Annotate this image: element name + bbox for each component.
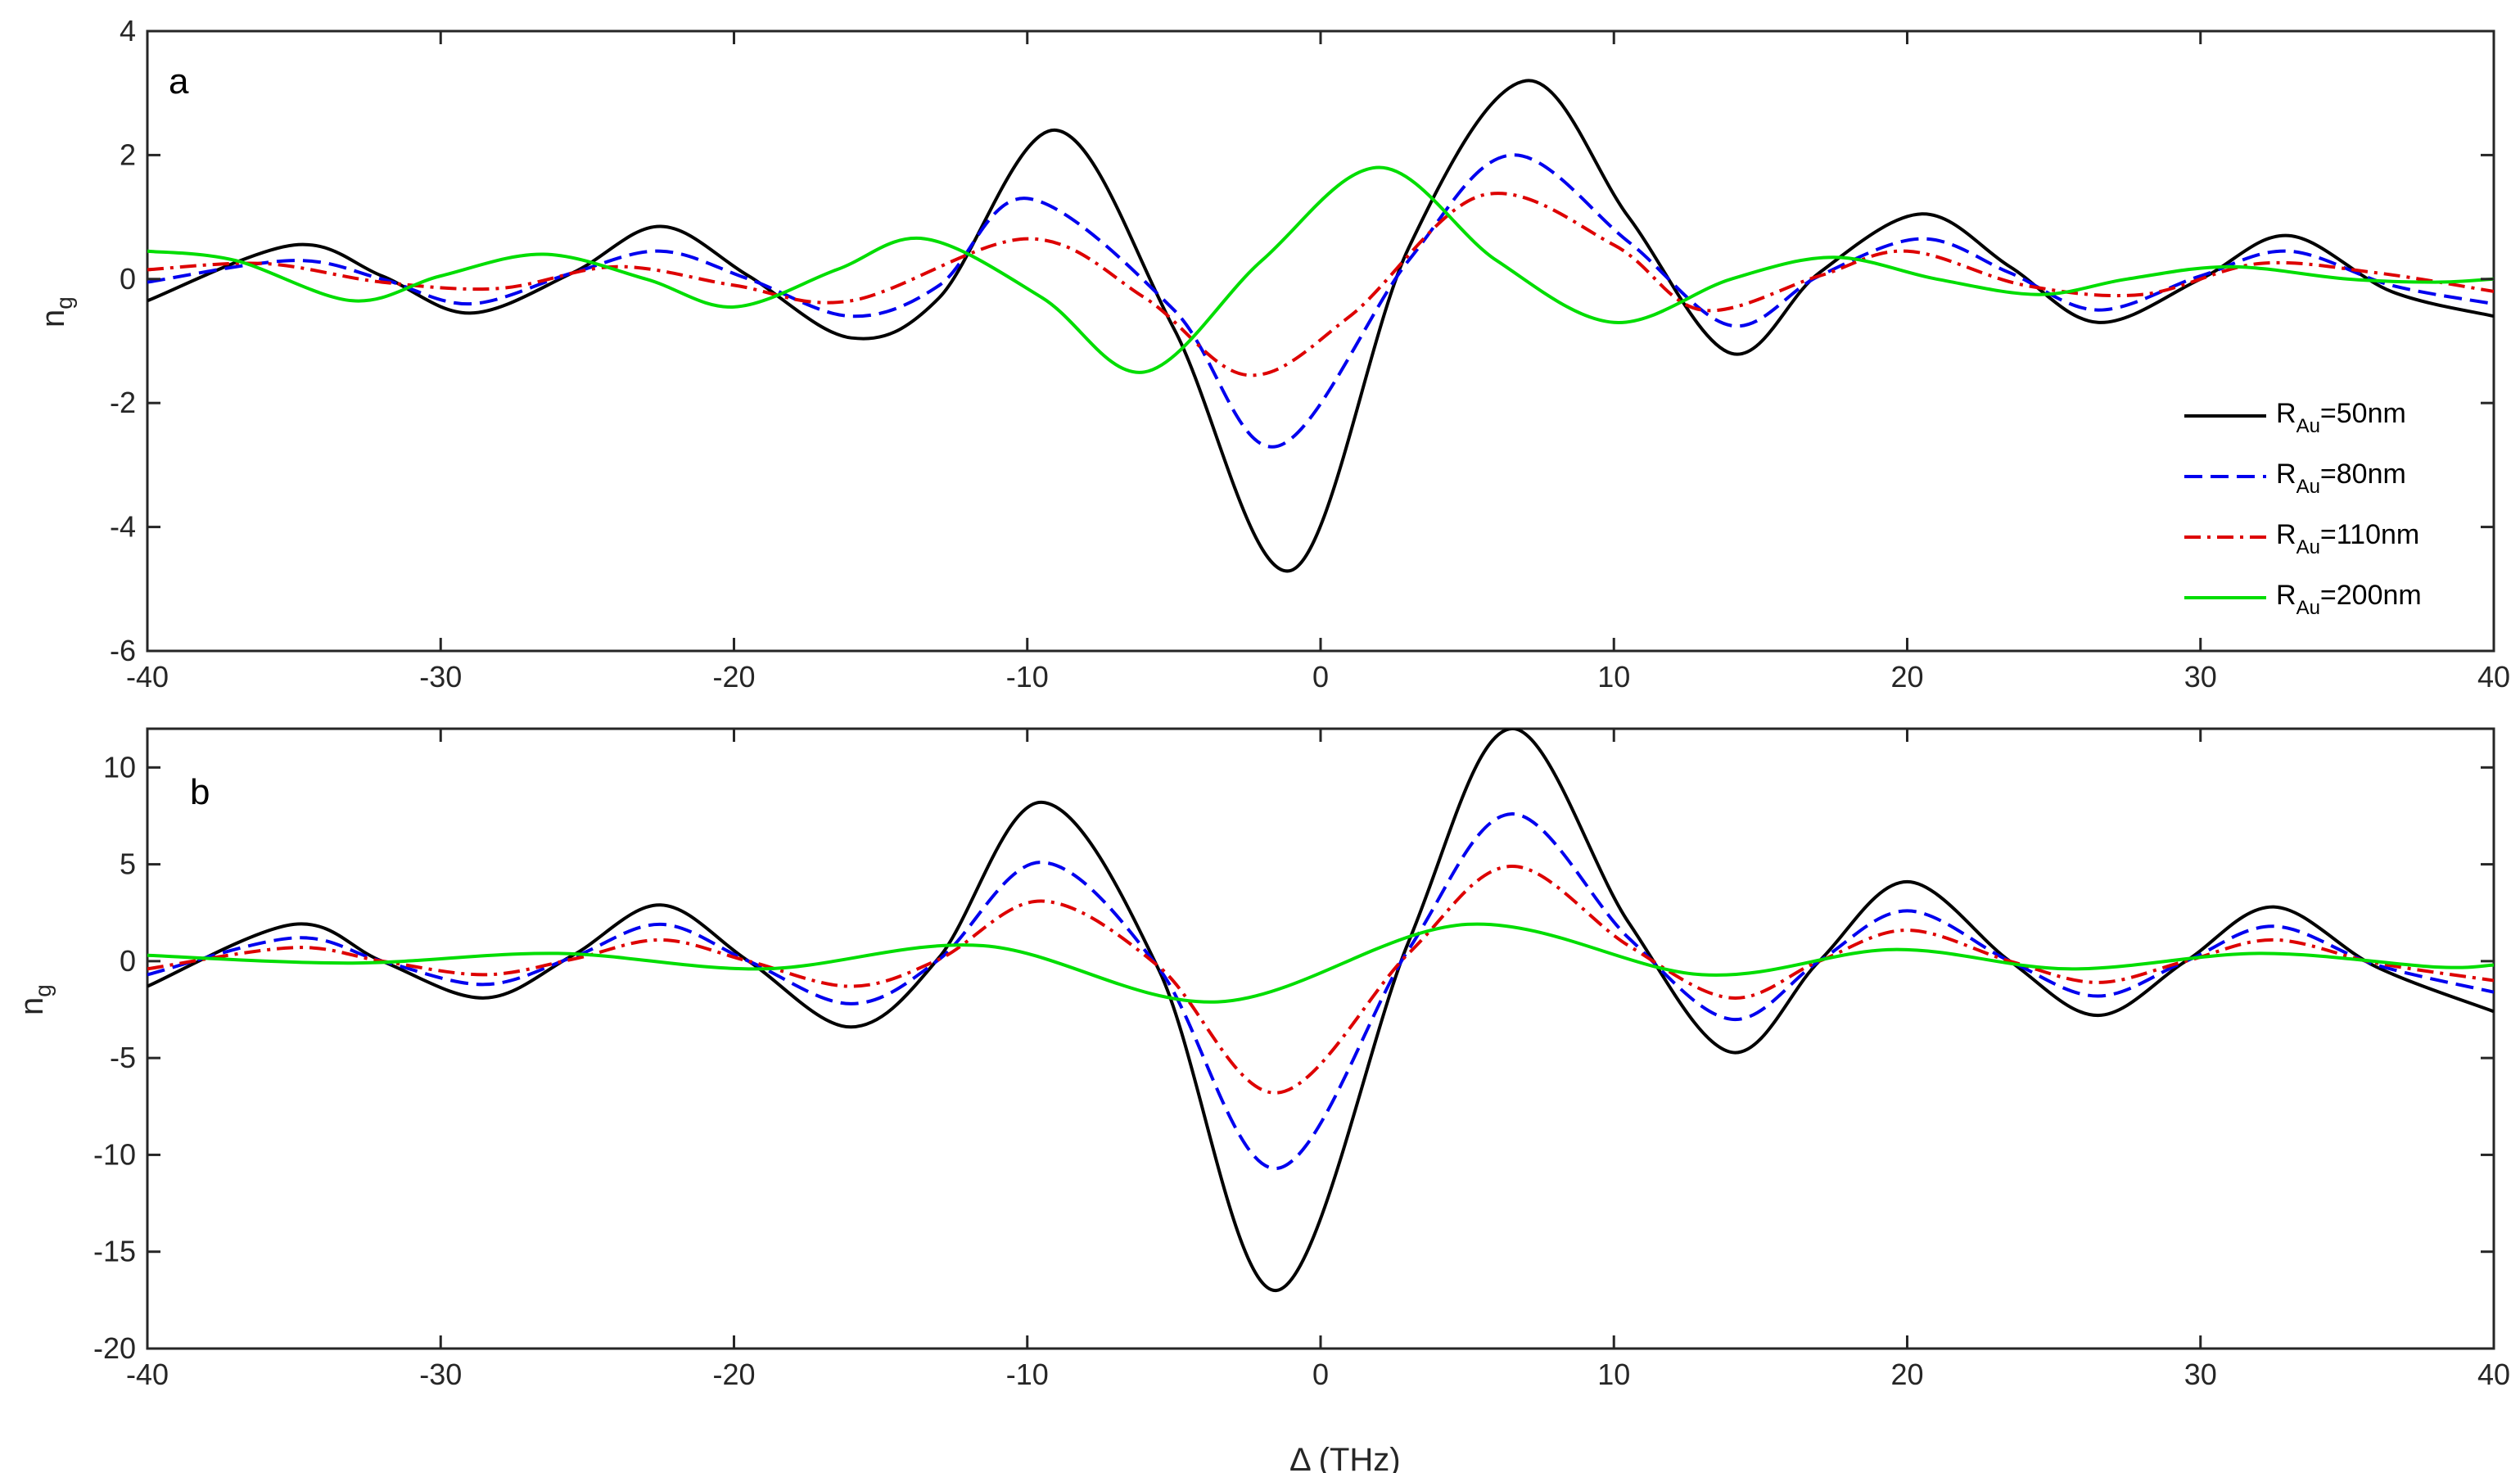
y-tick-label: 2 bbox=[120, 138, 136, 171]
panel-b-letter: b bbox=[190, 772, 210, 812]
x-tick-label: 40 bbox=[2477, 660, 2510, 694]
x-tick-label: 0 bbox=[1312, 660, 1329, 694]
x-tick-label: -40 bbox=[126, 660, 169, 694]
plot-frame bbox=[146, 727, 2495, 1350]
panel-b-ylabel: ng bbox=[14, 984, 56, 1015]
x-tick-label: 10 bbox=[1597, 660, 1630, 694]
legend-label-3: RAu=110nm bbox=[2276, 519, 2419, 558]
y-tick-label: 0 bbox=[120, 944, 136, 978]
panel-b-frame bbox=[146, 727, 2495, 1350]
x-tick-label: 0 bbox=[1312, 1358, 1329, 1391]
series-line-1 bbox=[147, 729, 2494, 1293]
panel-b-ticks: -40 -30 -20 -10 0 10 20 30 40 -20 -15 -10 -5 0 5 10 bbox=[93, 729, 2510, 1391]
x-tick-label: -20 bbox=[712, 660, 755, 694]
x-tick-label: -20 bbox=[712, 1358, 755, 1391]
y-tick-label: 0 bbox=[120, 262, 136, 296]
y-tick-label: 10 bbox=[103, 750, 136, 784]
series-line-3 bbox=[147, 192, 2494, 377]
x-tick-label: -40 bbox=[126, 1358, 169, 1391]
legend: RAu=50nm RAu=80nm RAu=110nm RAu=200nm bbox=[2184, 398, 2422, 619]
y-tick-label: -15 bbox=[93, 1235, 136, 1268]
x-tick-label: 20 bbox=[1890, 1358, 1923, 1391]
y-tick-label: -10 bbox=[93, 1137, 136, 1171]
x-tick-label: 30 bbox=[2184, 1358, 2217, 1391]
legend-label-2: RAu=80nm bbox=[2276, 459, 2406, 498]
y-tick-label: -20 bbox=[93, 1331, 136, 1365]
y-tick-label: 4 bbox=[120, 14, 136, 47]
y-tick-label: -4 bbox=[110, 510, 136, 544]
series-line-2 bbox=[147, 812, 2494, 1171]
panel-a-letter: a bbox=[169, 61, 189, 102]
panel-a-ylabel: ng bbox=[35, 296, 77, 328]
legend-label-1: RAu=50nm bbox=[2276, 398, 2406, 437]
y-tick-label: -2 bbox=[110, 386, 136, 419]
x-axis-label: Δ (THz) bbox=[1289, 1442, 1401, 1473]
x-tick-label: 40 bbox=[2477, 1358, 2510, 1391]
series-line-4 bbox=[147, 922, 2494, 1004]
series-line-1 bbox=[147, 79, 2494, 573]
x-tick-label: 20 bbox=[1890, 660, 1923, 694]
series-line-3 bbox=[147, 864, 2494, 1095]
x-tick-label: -30 bbox=[419, 1358, 462, 1391]
panel-b: -40 -30 -20 -10 0 10 20 30 40 -20 -15 -10 -5 0 5 10 b n… bbox=[14, 727, 2510, 1473]
panel-a-series bbox=[147, 79, 2494, 573]
x-tick-label: 10 bbox=[1597, 1358, 1630, 1391]
legend-label-4: RAu=200nm bbox=[2276, 580, 2422, 619]
x-tick-label: -10 bbox=[1006, 660, 1049, 694]
y-tick-label: 5 bbox=[120, 847, 136, 881]
panel-b-series bbox=[147, 729, 2494, 1293]
x-tick-label: -30 bbox=[419, 660, 462, 694]
series-line-2 bbox=[147, 153, 2494, 449]
x-tick-label: 30 bbox=[2184, 660, 2217, 694]
y-tick-label: -6 bbox=[110, 634, 136, 667]
series-line-4 bbox=[147, 165, 2494, 374]
y-tick-label: -5 bbox=[110, 1041, 136, 1074]
x-tick-label: -10 bbox=[1006, 1358, 1049, 1391]
